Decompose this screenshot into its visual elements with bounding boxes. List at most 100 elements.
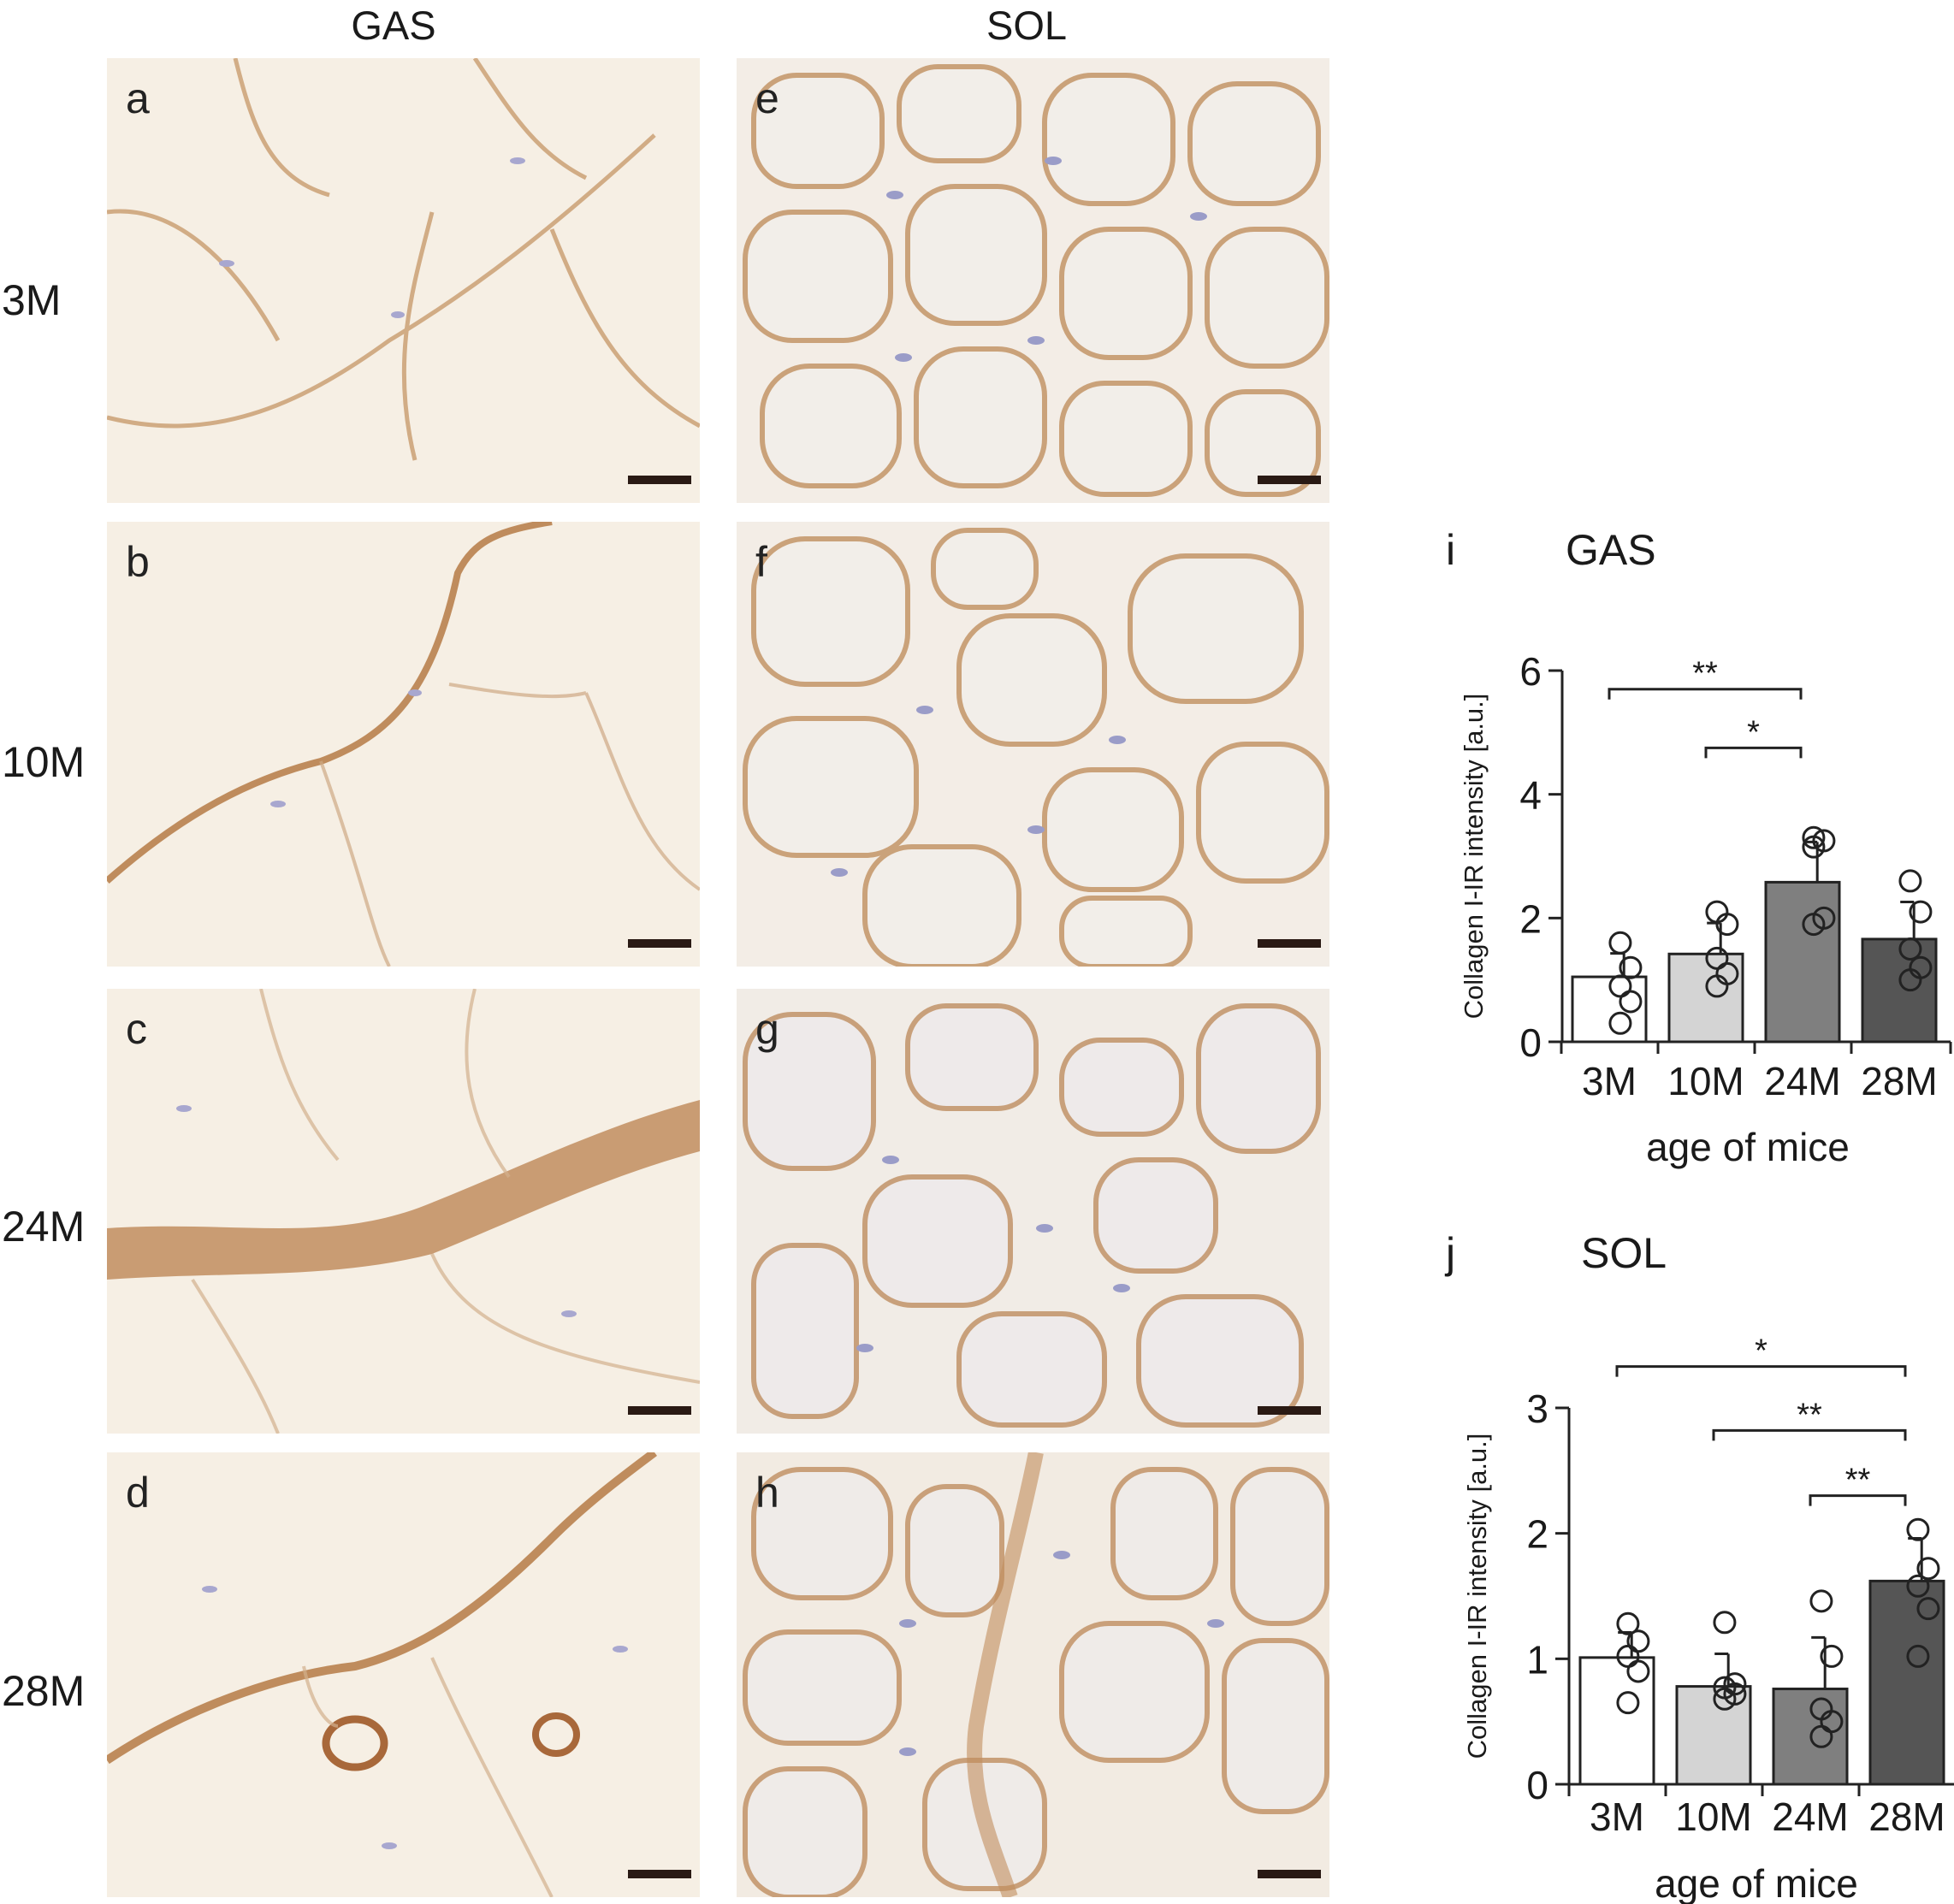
y-tick-label-i-2: 4 [1519,773,1542,818]
x-tick-label-j-10M: 10M [1675,1795,1751,1839]
scale-bar-d [628,1870,691,1878]
y-tick-label-j-3: 3 [1526,1387,1548,1431]
tissue-image-h [743,1452,1329,1897]
data-point-i-24M-1 [1812,906,1836,930]
data-point-i-3M-2 [1608,974,1632,998]
significance-bracket-i-1 [1704,746,1803,759]
data-point-j-3M-4 [1616,1611,1640,1635]
data-point-j-10M-4 [1713,1611,1737,1635]
data-point-i-10M-4 [1705,900,1729,924]
data-point-i-28M-2 [1898,937,1922,961]
y-tick-label-j-1: 1 [1526,1637,1548,1682]
chart-title-i: GAS [1566,526,1656,574]
data-point-i-3M-3 [1619,955,1643,979]
row-title-10m: 10M [2,738,86,786]
significance-label-j-2: ** [1845,1463,1871,1499]
data-point-i-28M-3 [1909,900,1933,924]
significance-bracket-i-0 [1608,688,1803,700]
data-point-j-28M-0 [1906,1644,1930,1668]
y-tick-label-i-0: 0 [1519,1020,1542,1065]
micrograph-a: a [107,58,700,503]
significance-bracket-j-2 [1809,1494,1907,1506]
row-title-28m: 28M [2,1667,86,1715]
significance-bracket-j-1 [1712,1428,1907,1441]
tissue-image-a [107,58,700,461]
y-axis-label-i: Collagen I-IR intensity [a.u.] [1459,694,1489,1020]
data-point-i-24M-4 [1802,825,1826,849]
data-point-i-28M-1 [1909,955,1933,979]
column-title-gas: GAS [351,3,436,48]
tissue-image-e [743,64,1329,497]
panel-label-f: f [755,538,767,586]
panel-label-g: g [755,1005,779,1053]
x-tick-label-j-28M: 28M [1868,1795,1945,1839]
bar-j-28M [1868,1579,1945,1786]
micrograph-e: e [737,58,1329,503]
micrograph-b: b [107,522,700,967]
scale-bar-b [628,939,691,948]
significance-label-j-0: * [1755,1333,1767,1369]
micrograph-c: c [107,989,700,1434]
x-tick-label-i-24M: 24M [1764,1059,1840,1103]
chart-letter-i: i [1446,526,1455,574]
bar-i-24M [1764,880,1841,1044]
tissue-image-f [743,528,1329,967]
panel-label-d: d [126,1469,150,1517]
row-title-3m: 3M [2,276,62,324]
tissue-image-g [743,1003,1321,1428]
x-axis-label-i: age of mice [1646,1125,1850,1169]
data-point-j-24M-2 [1809,1697,1833,1721]
data-point-j-24M-3 [1820,1644,1844,1668]
y-tick-label-i-3: 6 [1519,649,1542,694]
tissue-image-c [107,989,700,1434]
x-axis-label-j: age of mice [1655,1861,1858,1904]
panel-label-h: h [755,1469,779,1517]
significance-label-i-0: ** [1692,656,1718,692]
column-title-sol: SOL [986,3,1068,48]
chart-title-j: SOL [1581,1229,1667,1277]
scale-bar-e [1258,476,1321,484]
data-point-i-24M-3 [1812,829,1836,853]
data-point-j-10M-2 [1713,1676,1737,1700]
micrograph-h: h [737,1452,1329,1897]
significance-label-j-1: ** [1797,1397,1822,1433]
scale-bar-g [1258,1406,1321,1415]
bar-i-28M [1861,937,1938,1044]
significance-label-i-1: * [1747,714,1760,750]
panel-label-a: a [126,74,150,122]
data-point-i-28M-4 [1898,869,1922,893]
y-axis-label-j: Collagen I-IR intensity [a.u.] [1462,1434,1492,1759]
scale-bar-h [1258,1870,1321,1878]
scale-bar-c [628,1406,691,1415]
panel-label-e: e [755,74,779,122]
micrograph-d: d [107,1452,700,1897]
data-point-j-3M-0 [1616,1691,1640,1715]
scale-bar-f [1258,939,1321,948]
data-point-j-3M-3 [1626,1629,1650,1653]
x-tick-label-i-3M: 3M [1582,1059,1637,1103]
panel-label-c: c [126,1005,147,1053]
tissue-image-b [107,522,700,967]
data-point-j-28M-2 [1906,1574,1930,1598]
data-point-i-3M-0 [1608,1011,1632,1035]
tissue-image-d [107,1452,658,1897]
x-tick-label-i-28M: 28M [1861,1059,1937,1103]
data-point-i-3M-4 [1608,931,1632,955]
significance-bracket-j-0 [1615,1365,1907,1377]
scale-bar-a [628,476,691,484]
data-point-j-24M-4 [1809,1589,1833,1613]
y-tick-label-j-0: 0 [1526,1763,1548,1807]
data-point-j-28M-3 [1916,1557,1940,1581]
y-tick-label-i-1: 2 [1519,896,1542,941]
micrograph-f: f [737,522,1329,967]
bar-j-3M [1578,1656,1655,1786]
micrograph-g: g [737,989,1329,1434]
y-tick-label-j-2: 2 [1526,1512,1548,1557]
x-tick-label-j-24M: 24M [1772,1795,1848,1839]
data-point-j-28M-4 [1906,1517,1930,1541]
data-point-j-10M-3 [1723,1672,1747,1696]
chart-letter-j: j [1444,1229,1455,1277]
row-title-24m: 24M [2,1203,86,1251]
x-tick-label-j-3M: 3M [1590,1795,1644,1839]
